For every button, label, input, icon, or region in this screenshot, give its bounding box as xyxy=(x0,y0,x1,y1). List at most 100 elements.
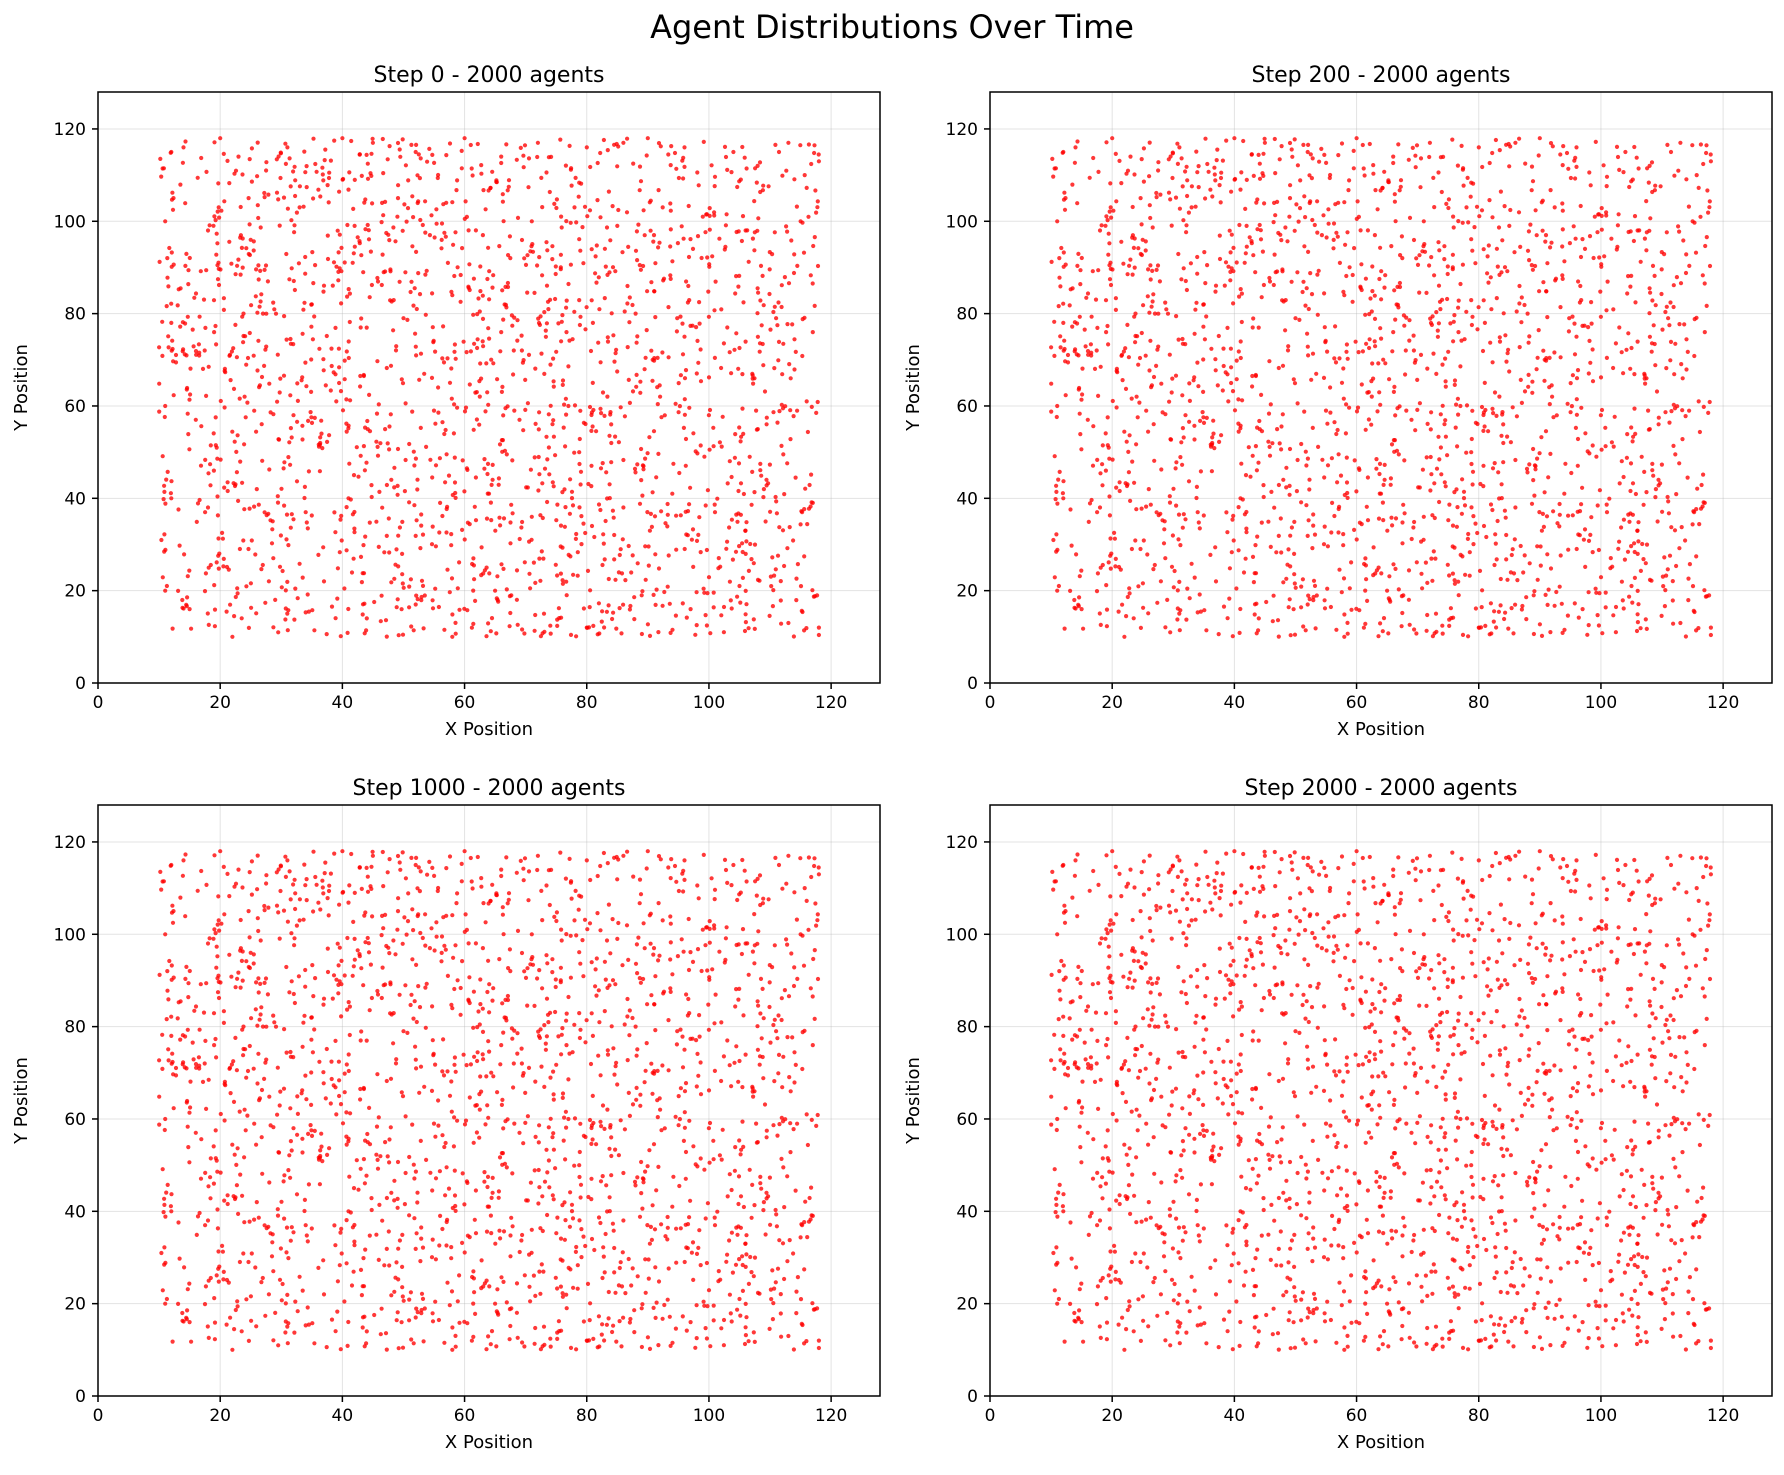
agent-point xyxy=(504,1165,509,1170)
agent-point xyxy=(1192,575,1197,580)
agent-point xyxy=(1301,142,1306,147)
agent-point xyxy=(741,300,746,305)
agent-point xyxy=(165,275,170,280)
agent-point xyxy=(236,1211,241,1216)
agent-point xyxy=(1517,283,1522,289)
agent-point xyxy=(1107,456,1112,461)
agent-point xyxy=(300,575,305,580)
agent-point xyxy=(1496,609,1501,614)
agent-point xyxy=(559,214,564,219)
agent-point xyxy=(337,232,342,237)
agent-point xyxy=(277,223,282,228)
agent-point xyxy=(244,584,249,589)
agent-point xyxy=(564,305,569,310)
agent-point xyxy=(464,466,469,471)
agent-point xyxy=(247,506,252,511)
agent-point xyxy=(1254,468,1259,473)
agent-point xyxy=(234,470,239,475)
agent-point xyxy=(725,1038,730,1043)
agent-point xyxy=(1049,409,1054,414)
agent-point xyxy=(531,560,537,565)
agent-point xyxy=(695,451,700,456)
agent-point xyxy=(1136,246,1141,251)
agent-point xyxy=(1563,461,1568,466)
agent-point xyxy=(1633,431,1638,436)
agent-point xyxy=(412,1216,417,1221)
agent-point xyxy=(1257,427,1262,432)
agent-point xyxy=(1381,616,1387,621)
agent-point xyxy=(1424,290,1429,295)
agent-point xyxy=(472,1290,477,1295)
agent-point xyxy=(258,268,263,273)
agent-point xyxy=(1178,543,1183,548)
agent-point xyxy=(462,489,467,494)
agent-point xyxy=(555,623,560,629)
agent-point xyxy=(522,560,527,565)
agent-point xyxy=(577,450,582,455)
agent-point xyxy=(519,237,525,243)
agent-point xyxy=(300,1088,305,1093)
agent-point xyxy=(1661,584,1666,589)
agent-point xyxy=(430,291,435,296)
agent-point xyxy=(1694,554,1699,559)
agent-point xyxy=(293,193,298,199)
agent-point xyxy=(1239,170,1244,175)
agent-point xyxy=(256,976,261,981)
agent-point xyxy=(764,477,769,482)
agent-point xyxy=(374,1124,380,1129)
agent-point xyxy=(1472,225,1477,230)
agent-point xyxy=(1139,506,1144,511)
agent-point xyxy=(690,527,696,532)
agent-point xyxy=(1117,158,1122,163)
agent-point xyxy=(1652,273,1657,278)
agent-point xyxy=(1280,298,1285,303)
agent-point xyxy=(1098,622,1103,628)
agent-point xyxy=(659,415,664,420)
agent-point xyxy=(1181,512,1186,517)
agent-point xyxy=(1415,407,1420,412)
agent-point xyxy=(1345,495,1350,500)
agent-point xyxy=(338,634,343,639)
agent-point xyxy=(183,201,188,206)
agent-point xyxy=(1113,307,1118,312)
agent-point xyxy=(1229,550,1234,555)
agent-point xyxy=(366,950,372,955)
agent-point xyxy=(1278,516,1283,521)
agent-point xyxy=(555,573,560,578)
agent-point xyxy=(264,1024,269,1029)
agent-point xyxy=(1530,379,1535,384)
agent-point xyxy=(588,1301,593,1306)
agent-point xyxy=(297,918,302,923)
agent-point xyxy=(1203,196,1208,201)
agent-point xyxy=(599,411,604,416)
agent-point xyxy=(1187,596,1192,601)
agent-point xyxy=(1473,261,1478,266)
agent-point xyxy=(1707,205,1712,210)
agent-point xyxy=(697,515,702,520)
agent-point xyxy=(1156,344,1161,349)
agent-point xyxy=(1396,587,1401,592)
agent-point xyxy=(1180,336,1185,342)
agent-point xyxy=(253,294,258,299)
agent-point xyxy=(1644,490,1649,495)
agent-point xyxy=(262,1076,267,1081)
agent-point xyxy=(1428,454,1433,460)
agent-point xyxy=(389,1190,394,1195)
agent-point xyxy=(1267,275,1272,281)
agent-point xyxy=(1406,597,1411,602)
agent-point xyxy=(256,1215,261,1220)
agent-point xyxy=(1352,246,1357,251)
agent-point xyxy=(1628,284,1633,289)
agent-point xyxy=(812,235,817,240)
agent-point xyxy=(311,849,316,854)
agent-point xyxy=(763,519,768,524)
agent-point xyxy=(423,272,428,277)
agent-point xyxy=(336,269,341,274)
agent-point xyxy=(1175,588,1180,593)
agent-point xyxy=(1252,612,1257,617)
agent-point xyxy=(609,1135,614,1140)
agent-point xyxy=(1096,169,1101,174)
agent-point xyxy=(1304,503,1309,508)
agent-point xyxy=(712,502,717,507)
agent-point xyxy=(1554,413,1559,418)
